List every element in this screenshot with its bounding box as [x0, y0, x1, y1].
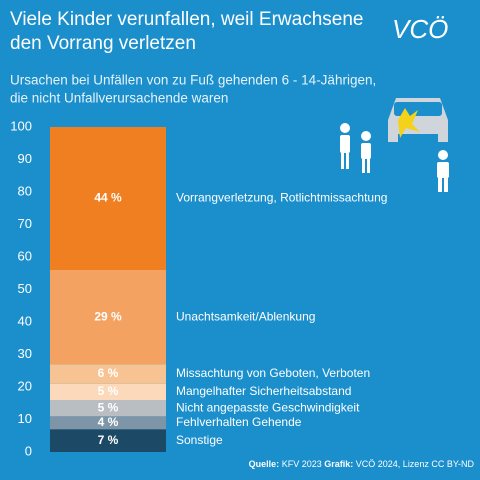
legend-label: Mangelhafter Sicherheitsabstand: [176, 384, 351, 398]
legend-label: Unachtsamkeit/Ablenkung: [176, 309, 315, 323]
legend-label: Fehlverhalten Gehende: [176, 415, 302, 429]
value-label: 7 %: [98, 433, 119, 447]
legend-label: Vorrangverletzung, Rotlichtmissachtung: [176, 191, 387, 205]
credit-label: Grafik:: [324, 459, 353, 469]
value-label: 6 %: [98, 366, 119, 380]
y-tick-label: 20: [18, 378, 32, 393]
illustration: [340, 98, 449, 192]
value-label: 44 %: [94, 191, 122, 205]
source-label: Quelle:: [249, 459, 280, 469]
value-label: 29 %: [94, 309, 122, 323]
chart-title: Viele Kinder verunfallen, weil Erwachsen…: [10, 9, 363, 30]
y-tick-label: 90: [18, 151, 32, 166]
credit-text: VCÖ 2024, Lizenz CC BY-ND: [356, 459, 475, 469]
logo: VCÖ: [392, 14, 448, 44]
bar-segment: [50, 400, 166, 417]
y-tick-label: 10: [18, 411, 32, 426]
bar-segment: [50, 270, 166, 365]
y-tick-label: 60: [18, 248, 32, 263]
source: Quelle: KFV 2023 Grafik: VCÖ 2024, Lizen…: [249, 459, 475, 469]
chart-subtitle: Ursachen bei Unfällen von zu Fuß gehende…: [10, 73, 376, 88]
y-tick-label: 50: [18, 281, 32, 296]
bar-segment: [50, 127, 166, 270]
legend-label: Sonstige: [176, 433, 223, 447]
y-tick-label: 70: [18, 216, 32, 231]
bar-segment: [50, 383, 166, 400]
y-tick-label: 40: [18, 313, 32, 328]
chart-title: den Vorrang verletzen: [10, 33, 196, 54]
value-label: 5 %: [98, 400, 119, 414]
y-tick-label: 30: [18, 346, 32, 361]
legend-label: Missachtung von Geboten, Verboten: [176, 366, 370, 380]
bar-segment: [50, 364, 166, 384]
source-text: KFV 2023: [282, 459, 322, 469]
y-tick-label: 100: [10, 118, 32, 133]
y-tick-label: 80: [18, 183, 32, 198]
value-label: 5 %: [98, 384, 119, 398]
legend-label: Nicht angepasste Geschwindigkeit: [176, 400, 360, 414]
value-label: 4 %: [98, 415, 119, 429]
y-tick-label: 0: [25, 443, 32, 458]
chart-subtitle: die nicht Unfallverursachende waren: [10, 91, 228, 106]
bar-segment: [50, 429, 166, 452]
bar-segment: [50, 416, 166, 430]
